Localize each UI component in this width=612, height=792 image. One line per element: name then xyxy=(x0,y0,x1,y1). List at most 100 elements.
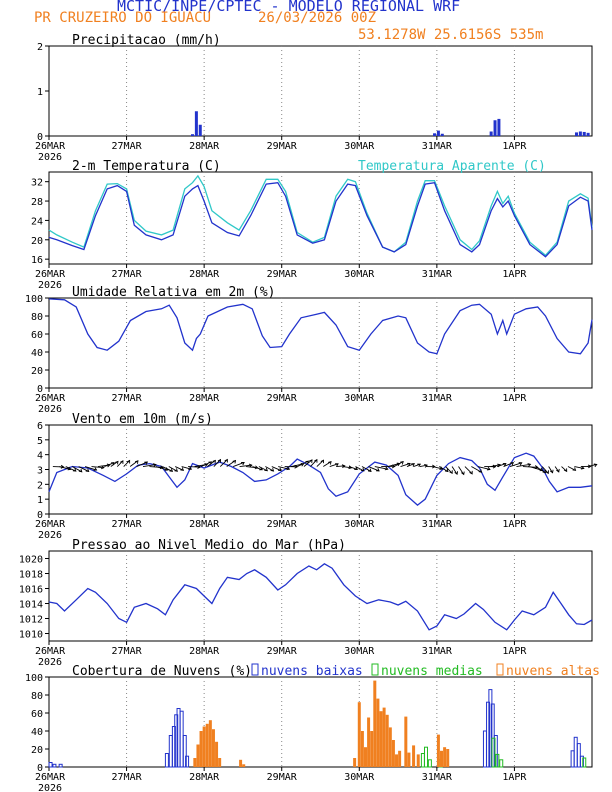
y-tick-label: 20 xyxy=(31,366,43,377)
panel-frame xyxy=(48,171,593,265)
wind-arrow-head xyxy=(400,461,404,465)
y-tick-label: 6 xyxy=(37,421,43,432)
x-tick-label: 31MAR xyxy=(422,519,453,530)
wind-arrow xyxy=(252,466,263,471)
wind-arrow-head xyxy=(270,467,275,472)
x-tick-label: 1APR xyxy=(502,269,527,280)
cloud-bar-high xyxy=(391,740,395,767)
cloud-bar-low xyxy=(179,710,184,768)
cloud-bar-high xyxy=(353,758,357,767)
precip-bar xyxy=(489,131,493,136)
wind-arrow xyxy=(342,466,352,469)
x-tick-label: 30MAR xyxy=(344,269,375,280)
cloud-bar-low xyxy=(58,763,63,768)
wind-arrow xyxy=(175,466,184,471)
y-tick-label: 100 xyxy=(25,294,43,305)
x-year-label: 2026 xyxy=(38,404,62,415)
panel-frame xyxy=(48,297,593,389)
x-tick-label: 31MAR xyxy=(422,141,453,152)
wind-arrow-head xyxy=(518,462,523,466)
wind-arrow-head xyxy=(556,468,560,473)
wind-arrow-head xyxy=(335,463,339,467)
series-line-apparent xyxy=(48,174,593,257)
panel-rh: 26MAR 27MAR 28MAR 29MAR 30MAR 31MAR 1APR 2026 0 2… xyxy=(25,285,593,415)
wind-arrow-head xyxy=(486,466,491,471)
wind-arrow-head xyxy=(461,471,465,476)
x-tick-label: 26MAR xyxy=(35,141,66,152)
y-tick-label: 5 xyxy=(37,436,43,447)
cloud-bar-medium xyxy=(420,753,425,768)
wind-arrow xyxy=(419,464,428,467)
cloud-bar-low xyxy=(52,763,57,768)
x-tick-label: 29MAR xyxy=(267,519,298,530)
wind-arrow-head xyxy=(114,460,119,465)
wind-arrow xyxy=(297,460,309,467)
x-tick-label: 29MAR xyxy=(267,646,298,657)
y-tick-label: 1010 xyxy=(19,630,43,641)
wind-arrow xyxy=(258,466,268,472)
precip-bar xyxy=(497,118,501,136)
wind-arrow-head xyxy=(354,466,359,470)
wind-arrow-head xyxy=(286,466,291,471)
wind-arrow xyxy=(464,466,473,475)
cloud-bar-high xyxy=(446,749,450,767)
x-year-label: 2026 xyxy=(38,530,62,541)
wind-arrow xyxy=(162,466,173,472)
x-tick-label: 1APR xyxy=(502,393,527,404)
wind-arrow xyxy=(451,466,458,475)
wind-arrow xyxy=(168,466,178,472)
wind-arrow xyxy=(336,465,345,467)
cloud-bar-high xyxy=(416,754,420,767)
cloud-bar-high xyxy=(407,752,411,767)
wind-arrow xyxy=(129,460,139,467)
wind-arrow xyxy=(496,463,506,467)
wind-arrow-head xyxy=(320,459,324,464)
wind-arrow xyxy=(200,461,212,467)
wind-arrow-head xyxy=(174,468,178,472)
precip-bar xyxy=(586,132,590,136)
wind-arrow-head xyxy=(232,459,237,464)
x-tick-label: 31MAR xyxy=(422,772,453,783)
wind-arrow-head xyxy=(180,467,185,471)
x-tick-label: 26MAR xyxy=(35,519,66,530)
wind-arrow-head xyxy=(563,468,568,473)
wind-arrow-head xyxy=(444,468,449,473)
cloud-bar-high xyxy=(388,727,392,767)
x-tick-label: 1APR xyxy=(502,141,527,152)
wind-arrow-head xyxy=(424,464,428,468)
panel-temp: 26MAR 27MAR 28MAR 29MAR 30MAR 31MAR 1APR 2026 16… xyxy=(31,159,593,291)
wind-arrow-head xyxy=(264,467,268,472)
cloud-bar-high xyxy=(196,744,200,767)
x-tick-label: 30MAR xyxy=(344,519,375,530)
cloud-bar-high xyxy=(199,731,203,767)
y-tick-label: 0 xyxy=(37,763,43,774)
cloud-bar-high xyxy=(242,764,246,767)
cloud-bar-low xyxy=(168,735,173,768)
coordinates-label: 53.1278W 25.6156S 535m xyxy=(358,27,544,43)
x-tick-label: 26MAR xyxy=(35,646,66,657)
x-tick-label: 30MAR xyxy=(344,393,375,404)
cloud-bar-medium xyxy=(423,746,428,768)
y-tick-label: 60 xyxy=(31,709,43,720)
panel-title: Cobertura de Nuvens (%) xyxy=(72,664,252,679)
cloud-bar-low xyxy=(570,750,575,768)
wind-arrow xyxy=(458,466,465,475)
x-tick-label: 28MAR xyxy=(189,646,220,657)
cloud-legend-label: nuvens baixas xyxy=(261,664,363,679)
precip-bar xyxy=(574,132,578,136)
wind-arrow-head xyxy=(510,462,515,466)
x-tick-label: 27MAR xyxy=(112,772,143,783)
wind-arrow xyxy=(509,462,522,467)
wind-arrow-head xyxy=(454,471,459,476)
wind-arrow-head xyxy=(542,469,547,474)
wind-arrow-head xyxy=(278,467,282,472)
cloud-bar-medium xyxy=(427,759,432,768)
cloud-bar-high xyxy=(379,711,383,767)
wind-arrow xyxy=(226,460,236,467)
x-tick-label: 27MAR xyxy=(112,393,143,404)
wind-arrow xyxy=(65,466,77,472)
wind-arrow-head xyxy=(587,464,592,469)
wind-arrow xyxy=(361,466,372,472)
wind-arrow-head xyxy=(188,466,193,470)
cloud-bar-high xyxy=(436,734,440,767)
